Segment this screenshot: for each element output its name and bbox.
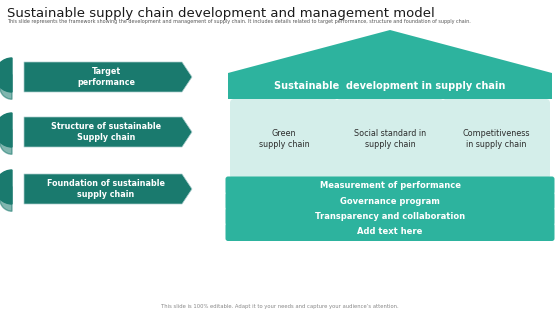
FancyBboxPatch shape <box>226 176 554 194</box>
Text: Add text here: Add text here <box>357 227 423 237</box>
Text: Social standard in
supply chain: Social standard in supply chain <box>354 129 426 149</box>
Text: Measurement of performance: Measurement of performance <box>320 181 460 190</box>
Polygon shape <box>24 117 192 147</box>
Text: Structure of sustainable
Supply chain: Structure of sustainable Supply chain <box>51 122 161 142</box>
FancyBboxPatch shape <box>230 99 338 179</box>
Text: Green
supply chain: Green supply chain <box>259 129 309 149</box>
Wedge shape <box>0 113 12 147</box>
Wedge shape <box>0 75 12 99</box>
Text: Target
performance: Target performance <box>77 66 135 87</box>
Text: Sustainable  development in supply chain: Sustainable development in supply chain <box>274 81 506 91</box>
Text: Foundation of sustainable
supply chain: Foundation of sustainable supply chain <box>47 179 165 199</box>
FancyBboxPatch shape <box>226 208 554 226</box>
Text: Sustainable supply chain development and management model: Sustainable supply chain development and… <box>7 7 435 20</box>
Text: This slide represents the framework showing the development and management of su: This slide represents the framework show… <box>7 19 471 24</box>
FancyBboxPatch shape <box>336 99 444 179</box>
FancyBboxPatch shape <box>228 73 552 99</box>
Wedge shape <box>0 187 12 211</box>
Text: Competitiveness
in supply chain: Competitiveness in supply chain <box>462 129 530 149</box>
Text: Governance program: Governance program <box>340 197 440 205</box>
Wedge shape <box>0 58 12 92</box>
Wedge shape <box>0 170 12 204</box>
Polygon shape <box>24 174 192 204</box>
Text: Transparency and collaboration: Transparency and collaboration <box>315 212 465 221</box>
FancyBboxPatch shape <box>442 99 550 179</box>
Text: This slide is 100% editable. Adapt it to your needs and capture your audience’s : This slide is 100% editable. Adapt it to… <box>161 304 399 309</box>
Wedge shape <box>0 130 12 154</box>
Polygon shape <box>228 30 552 73</box>
FancyBboxPatch shape <box>226 192 554 210</box>
Polygon shape <box>24 62 192 92</box>
FancyBboxPatch shape <box>226 223 554 241</box>
